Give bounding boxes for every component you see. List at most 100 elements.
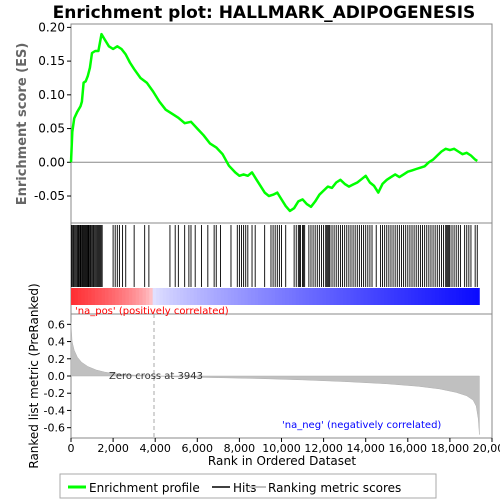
rank-color-segment [224, 288, 228, 305]
rank-color-segment [353, 288, 358, 305]
rank-color-segment [394, 288, 399, 305]
rank-color-segment [220, 288, 225, 305]
chart-title: Enrichment plot: HALLMARK_ADIPOGENESIS [53, 3, 476, 23]
rank-color-segment [462, 288, 467, 305]
legend: Enrichment profile Hits Ranking metric s… [59, 473, 437, 499]
rank-color-segment [254, 288, 259, 305]
es-y-tick-label: 0.10 [38, 88, 65, 102]
rank-color-segment [237, 288, 242, 305]
es-y-tick-label: 0.15 [38, 54, 65, 68]
es-y-tick-label: 0.20 [38, 20, 65, 34]
rank-color-segment [288, 288, 293, 305]
rank-color-segment [217, 288, 222, 305]
rank-color-segment [458, 288, 463, 305]
rank-color-segment [166, 288, 171, 305]
rank-color-segment [162, 288, 167, 305]
rank-color-segment [397, 288, 402, 305]
rank-color-segment [258, 288, 262, 305]
es-panel: -0.05 0.00 0.05 0.10 0.15 0.20 Enrichment sco… [15, 20, 493, 224]
rank-color-segment [421, 288, 426, 305]
rank-x-tick-label: 14,000 [346, 442, 385, 455]
rank-color-segment [247, 288, 252, 305]
rank-color-segment [452, 288, 456, 305]
rank-color-segment [108, 288, 113, 305]
rank-color-segment [292, 288, 297, 305]
rank-color-segment [295, 288, 300, 305]
rank-color-segment [339, 288, 344, 305]
rank-color-segment [98, 288, 103, 305]
rank-color-segment [275, 288, 279, 305]
rank-color-segment [94, 288, 99, 305]
rank-color-segment [350, 288, 354, 305]
hits-panel [70, 222, 493, 315]
rank-color-segment [203, 288, 208, 305]
rank-color-segment [285, 288, 290, 305]
rank-color-segment [428, 288, 433, 305]
rank-color-segment [210, 288, 215, 305]
rank-color-segment [390, 288, 395, 305]
rank-color-segment [149, 288, 154, 305]
rank-color-segment [384, 288, 388, 305]
rank-color-segment [329, 288, 334, 305]
rank-color-segment [135, 288, 140, 305]
enrichment-profile-line [69, 32, 478, 213]
rank-color-segment [268, 288, 273, 305]
rank-y-tick-label: -0.6 [44, 422, 65, 435]
rank-y-tick-label: 0.2 [48, 353, 66, 366]
rank-color-segment [101, 288, 106, 305]
rank-color-segment [387, 288, 392, 305]
rank-color-segment [251, 288, 256, 305]
rank-color-segment [380, 288, 385, 305]
rank-y-tick-label: -0.4 [44, 404, 65, 417]
rank-color-segment [356, 288, 361, 305]
rank-color-segment [261, 288, 266, 305]
rank-color-bar [71, 288, 480, 305]
rank-color-segment [343, 288, 348, 305]
rank-color-segment [326, 288, 331, 305]
rank-color-segment [435, 288, 439, 305]
rank-color-segment [152, 288, 157, 305]
rank-color-segment [370, 288, 375, 305]
rank-color-segment [316, 288, 320, 305]
rank-color-segment [190, 288, 194, 305]
rank-color-segment [176, 288, 181, 305]
rank-color-segment [84, 288, 89, 305]
rank-color-segment [367, 288, 371, 305]
rank-color-segment [448, 288, 453, 305]
rank-color-segment [431, 288, 436, 305]
rank-y-tick-label: -0.2 [44, 387, 65, 400]
rank-x-tick-label: 8,000 [224, 442, 256, 455]
rank-panel: Zero cross at 3943 'na_pos' (positively … [27, 283, 500, 468]
rank-color-segment [142, 288, 147, 305]
es-y-axis-label: Enrichment score (ES) [15, 43, 30, 206]
positive-correlation-label: 'na_pos' (positively correlated) [75, 306, 229, 317]
rank-color-segment [244, 288, 249, 305]
legend-enrichment-label: Enrichment profile [89, 481, 200, 495]
rank-color-segment [333, 288, 337, 305]
legend-hits-label: Hits [233, 481, 256, 495]
rank-color-segment [309, 288, 314, 305]
rank-x-tick-label: 16,000 [389, 442, 428, 455]
rank-color-segment [281, 288, 286, 305]
es-y-tick-label: 0.00 [38, 155, 65, 169]
rank-y-tick-label: 0.6 [48, 318, 66, 331]
rank-color-segment [299, 288, 303, 305]
rank-color-segment [115, 288, 120, 305]
rank-color-segment [336, 288, 341, 305]
rank-x-tick-label: 0 [68, 442, 75, 455]
rank-color-segment [71, 288, 75, 305]
rank-color-segment [363, 288, 368, 305]
rank-color-segment [241, 288, 245, 305]
rank-color-segment [305, 288, 310, 305]
rank-color-segment [169, 288, 174, 305]
rank-color-segment [186, 288, 191, 305]
rank-color-segment [404, 288, 409, 305]
rank-color-segment [77, 288, 82, 305]
rank-color-segment [278, 288, 283, 305]
rank-color-segment [469, 288, 473, 305]
rank-color-segment [159, 288, 164, 305]
rank-color-segment [455, 288, 460, 305]
es-y-tick-label: 0.05 [38, 122, 65, 136]
rank-x-axis-label: Rank in Ordered Dataset [208, 454, 356, 468]
